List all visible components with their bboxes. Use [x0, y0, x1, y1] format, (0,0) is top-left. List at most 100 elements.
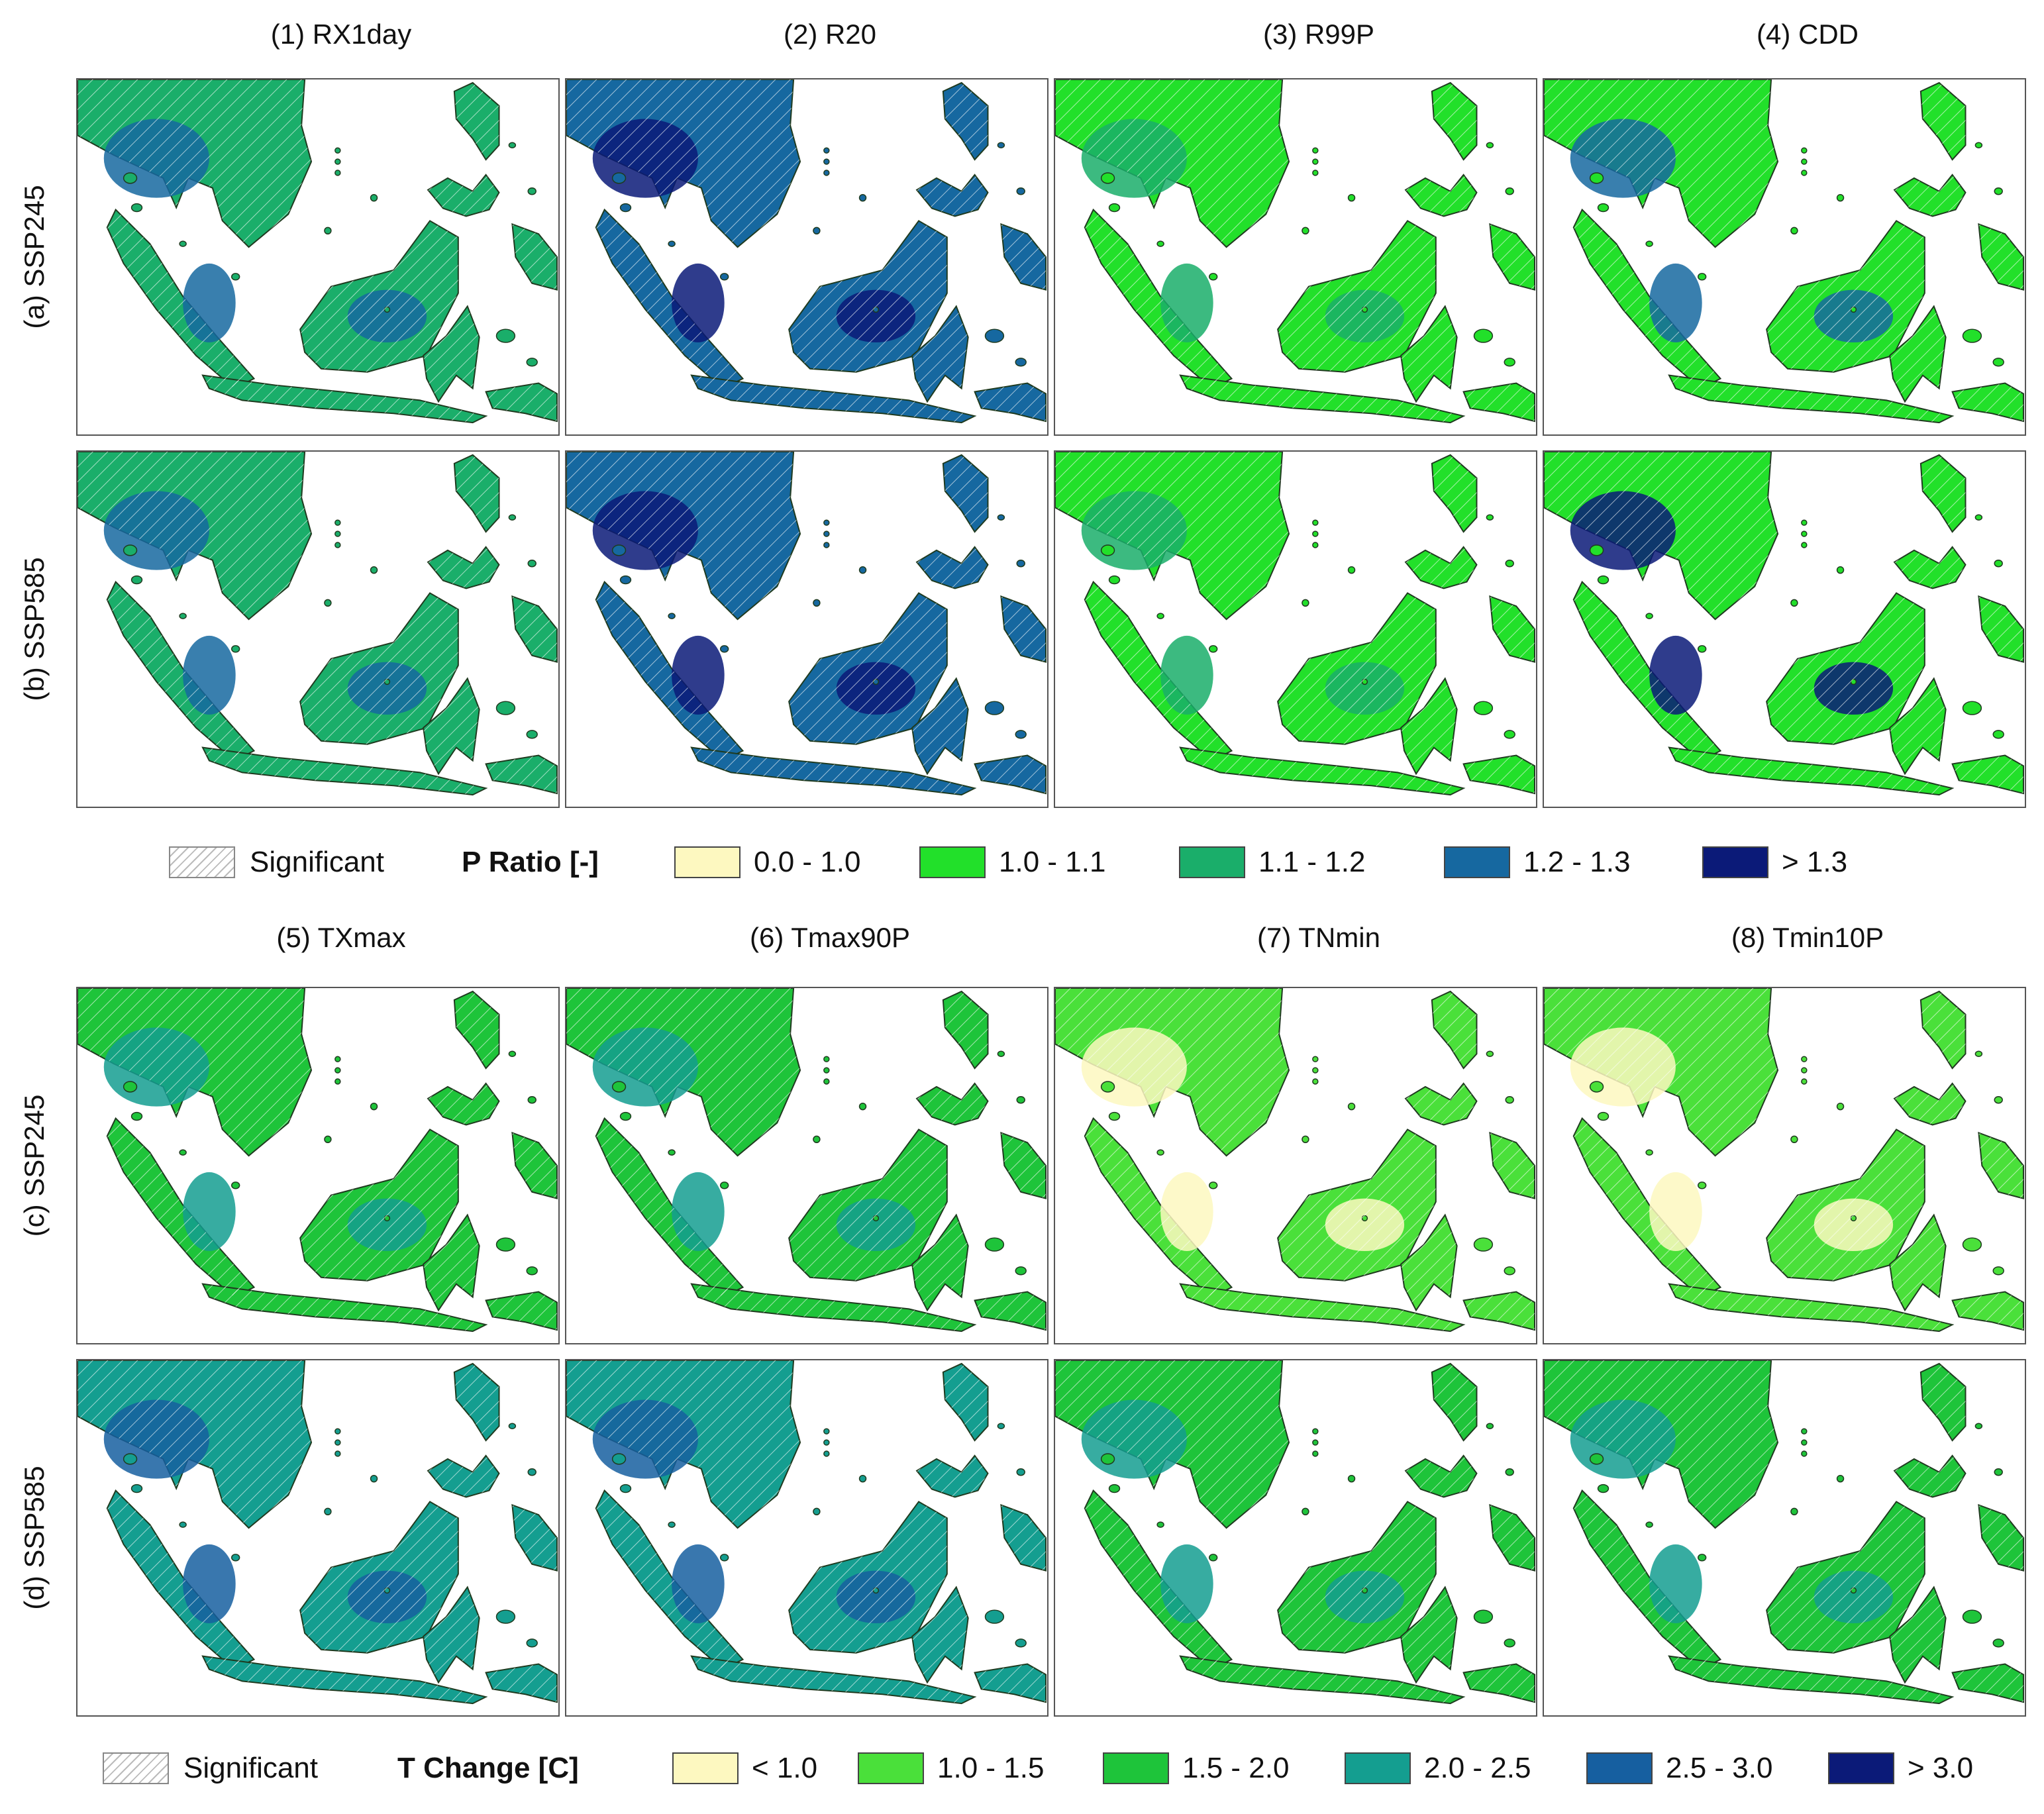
island-2 [1208, 645, 1218, 653]
island-7 [1505, 1468, 1514, 1476]
significance-hatch-0 [1055, 988, 1290, 1156]
significance-hatch-6 [428, 546, 499, 589]
map-svg [1544, 1360, 2025, 1705]
significance-hatch-1 [1084, 209, 1232, 389]
legend-class-label: 1.0 - 1.1 [999, 846, 1106, 878]
significance-hatch-6 [917, 546, 988, 589]
significance-hatch-3 [202, 375, 486, 423]
significance-hatch-6 [1405, 1083, 1477, 1125]
island-9 [1801, 530, 1808, 537]
island-0 [1589, 544, 1604, 556]
island-9 [334, 1439, 341, 1446]
island-0 [1100, 544, 1115, 556]
significance-hatch-5 [1952, 755, 2024, 794]
island-7 [1016, 1096, 1025, 1104]
significance-hatch-5 [974, 383, 1047, 422]
significance-hatch-4 [912, 306, 968, 402]
significance-hatch-4 [1890, 1215, 1946, 1311]
legend-class-label: > 3.0 [1908, 1752, 1974, 1784]
map-svg [1544, 988, 2025, 1333]
significance-hatch-5 [485, 755, 558, 794]
significance-hatch-4 [1401, 1587, 1457, 1683]
significance-hatch-3 [1180, 1656, 1464, 1704]
significance-hatch-6 [1894, 546, 1966, 589]
legend-class: 1.2 - 1.3 [1444, 836, 1630, 889]
significance-hatch-1 [595, 1118, 743, 1297]
island-4 [370, 1102, 378, 1111]
significance-hatch-2 [789, 593, 947, 744]
legend-class-label: 1.5 - 2.0 [1182, 1752, 1290, 1784]
island-8 [1312, 147, 1319, 154]
map-panel-a3 [1054, 78, 1537, 436]
island-6 [1504, 1638, 1515, 1648]
legend-class: 1.5 - 2.0 [1103, 1742, 1289, 1795]
island-12 [1974, 142, 1983, 148]
significance-hatch-5 [1463, 1291, 1535, 1331]
map-panel-a4 [1543, 78, 2026, 436]
significance-hatch-8 [1001, 1133, 1047, 1199]
significance-hatch-6 [1894, 174, 1966, 217]
significance-hatch-5 [1463, 383, 1535, 422]
significance-hatch-2 [300, 1501, 458, 1653]
island-5 [1473, 1237, 1494, 1252]
significance-hatch-1 [1573, 581, 1721, 761]
island-8 [334, 519, 341, 526]
island-1 [130, 575, 143, 585]
island-12 [1486, 514, 1494, 521]
significance-hatch-7 [943, 454, 988, 532]
significance-hatch-1 [1084, 1490, 1232, 1670]
island-6 [1504, 730, 1515, 739]
island-5 [984, 701, 1005, 715]
island-2 [1697, 1182, 1707, 1189]
legend-swatch [919, 846, 986, 878]
legend-precipitation: Significant P Ratio [-] 0.0 - 1.0 1.0 - … [0, 836, 2044, 889]
island-10 [334, 1450, 341, 1457]
island-4 [1836, 566, 1845, 574]
legend-significant-label: Significant [183, 1752, 319, 1784]
significance-hatch-0 [1544, 452, 1778, 620]
significance-hatch-3 [1668, 1656, 1953, 1704]
significance-hatch-4 [423, 306, 480, 402]
island-8 [823, 1428, 830, 1435]
significance-hatch-0 [1055, 79, 1290, 248]
significance-hatch-8 [1001, 1505, 1047, 1571]
island-2 [719, 1182, 729, 1189]
island-13 [1156, 240, 1164, 247]
island-3 [813, 599, 821, 607]
significance-hatch-3 [1668, 1284, 1953, 1332]
island-1 [619, 203, 632, 213]
significance-hatch-5 [974, 1664, 1047, 1703]
legend-swatch [1179, 846, 1245, 878]
significance-hatch-4 [1890, 1587, 1946, 1683]
island-4 [858, 1102, 867, 1111]
island-10 [823, 1450, 830, 1457]
island-7 [1994, 560, 2003, 568]
island-10 [1312, 1078, 1319, 1085]
island-2 [1208, 1182, 1218, 1189]
island-5 [495, 1609, 516, 1624]
island-7 [1016, 187, 1025, 195]
significance-hatch-4 [912, 1215, 968, 1311]
significance-hatch-7 [454, 82, 499, 160]
island-0 [1100, 1453, 1115, 1465]
significance-hatch-4 [1890, 306, 1946, 402]
island-9 [334, 1067, 341, 1074]
island-2 [1208, 273, 1218, 281]
significance-hatch-3 [202, 747, 486, 795]
island-3 [324, 1135, 332, 1144]
island-5 [1473, 328, 1494, 343]
significance-hatch-7 [1920, 1363, 1966, 1441]
island-5 [984, 1237, 1005, 1252]
island-5 [495, 701, 516, 715]
island-9 [334, 158, 341, 165]
legend-class: > 3.0 [1828, 1742, 1973, 1795]
island-0 [123, 172, 138, 184]
significance-hatch-4 [423, 678, 480, 774]
island-8 [334, 1056, 341, 1062]
significance-hatch-2 [1766, 1129, 1925, 1281]
island-10 [1801, 1450, 1808, 1457]
significance-hatch-8 [512, 1133, 558, 1199]
island-8 [1801, 1056, 1808, 1062]
island-8 [823, 1056, 830, 1062]
significance-hatch-7 [1431, 1363, 1477, 1441]
